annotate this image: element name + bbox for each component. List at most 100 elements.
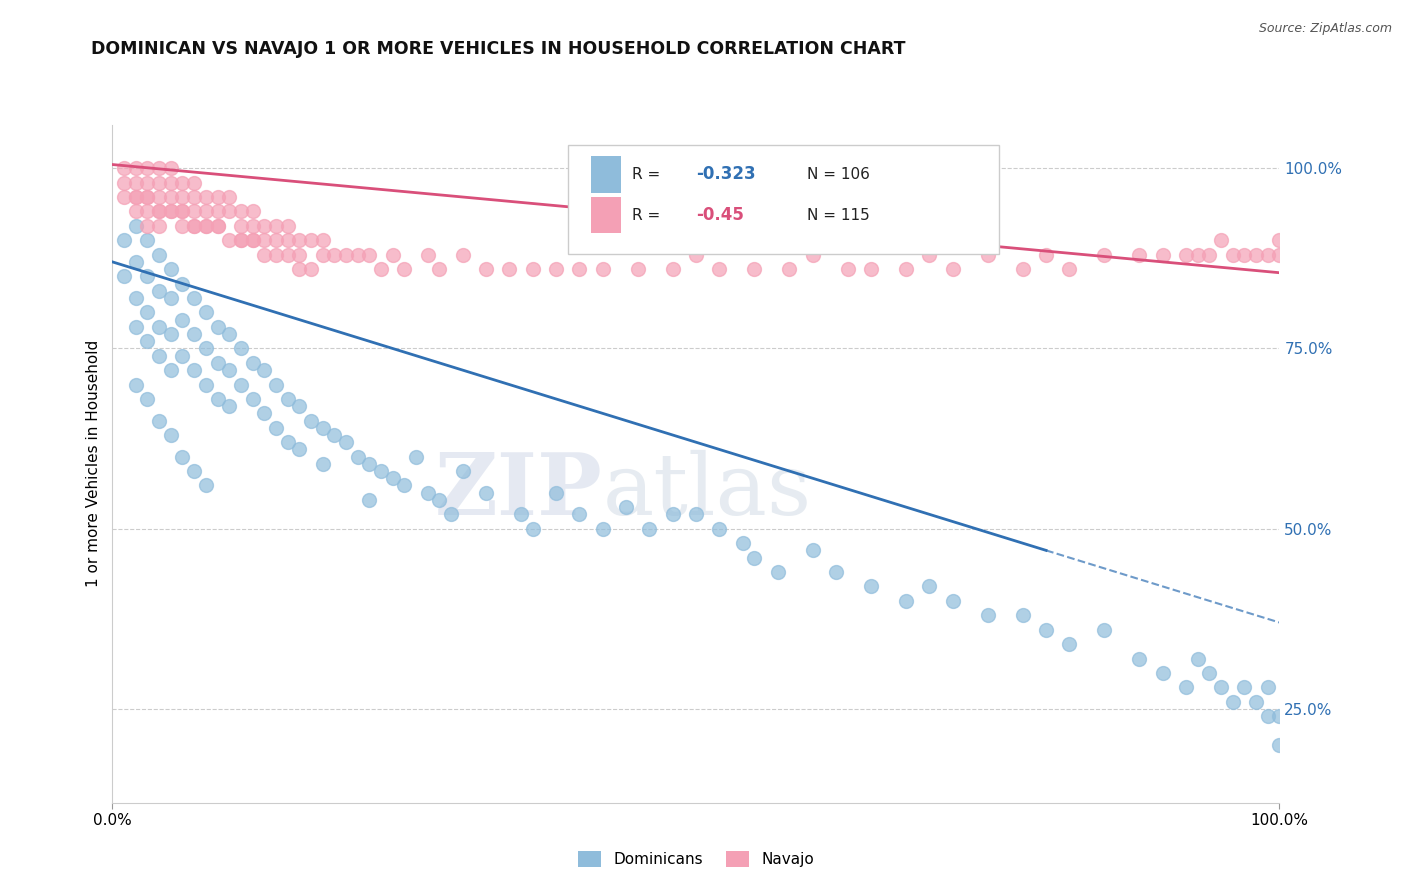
Point bbox=[183, 190, 205, 204]
Point bbox=[451, 464, 474, 478]
Point bbox=[766, 565, 789, 579]
Point bbox=[125, 161, 148, 176]
Point bbox=[614, 500, 637, 515]
Point bbox=[160, 161, 183, 176]
Point bbox=[837, 262, 859, 277]
Point bbox=[229, 377, 252, 392]
Point bbox=[183, 204, 205, 219]
Point bbox=[522, 522, 544, 536]
Point bbox=[172, 312, 194, 326]
Point bbox=[183, 219, 205, 233]
Point bbox=[253, 233, 276, 247]
Point bbox=[685, 248, 707, 262]
Point bbox=[1222, 695, 1244, 709]
Point bbox=[1092, 248, 1115, 262]
Point bbox=[661, 508, 683, 522]
Point bbox=[136, 161, 159, 176]
Point bbox=[509, 508, 531, 522]
Point bbox=[264, 421, 287, 435]
Point bbox=[207, 190, 229, 204]
Point bbox=[299, 413, 322, 427]
FancyBboxPatch shape bbox=[568, 145, 1000, 253]
Point bbox=[194, 204, 217, 219]
Point bbox=[370, 262, 392, 277]
Point bbox=[172, 176, 194, 190]
Point bbox=[136, 219, 159, 233]
Point bbox=[392, 262, 416, 277]
Point bbox=[1244, 248, 1267, 262]
Point bbox=[183, 326, 205, 341]
Point bbox=[416, 485, 439, 500]
Point bbox=[1222, 248, 1244, 262]
Point bbox=[194, 377, 217, 392]
Point bbox=[1011, 608, 1033, 623]
Point bbox=[148, 284, 170, 298]
Point bbox=[427, 492, 450, 507]
Point bbox=[1268, 233, 1291, 247]
Text: atlas: atlas bbox=[603, 450, 811, 533]
Point bbox=[942, 262, 965, 277]
Point bbox=[1035, 623, 1057, 637]
Point bbox=[1035, 248, 1057, 262]
Point bbox=[288, 262, 311, 277]
Point bbox=[218, 233, 240, 247]
Point bbox=[311, 233, 333, 247]
Point bbox=[148, 319, 170, 334]
Point bbox=[160, 176, 183, 190]
Point bbox=[125, 219, 148, 233]
Point bbox=[183, 291, 205, 305]
Point bbox=[264, 248, 287, 262]
Point bbox=[125, 204, 148, 219]
Point bbox=[709, 262, 731, 277]
Point bbox=[381, 248, 404, 262]
Point bbox=[160, 428, 183, 442]
Point bbox=[381, 471, 404, 485]
Point bbox=[172, 277, 194, 291]
Point bbox=[136, 305, 159, 319]
Point bbox=[229, 233, 252, 247]
Point bbox=[242, 233, 264, 247]
Point bbox=[335, 248, 357, 262]
Point bbox=[229, 233, 252, 247]
Point bbox=[405, 450, 427, 464]
Point bbox=[288, 399, 311, 413]
Point bbox=[148, 219, 170, 233]
Point bbox=[1268, 709, 1291, 723]
Point bbox=[183, 464, 205, 478]
Point bbox=[136, 190, 159, 204]
Point bbox=[207, 219, 229, 233]
Point bbox=[229, 219, 252, 233]
Point bbox=[125, 255, 148, 269]
Point bbox=[1187, 248, 1209, 262]
Point bbox=[288, 233, 311, 247]
Point bbox=[1011, 262, 1033, 277]
Point bbox=[112, 190, 135, 204]
Point bbox=[1175, 248, 1198, 262]
Point bbox=[544, 485, 567, 500]
Text: -0.323: -0.323 bbox=[696, 165, 755, 184]
Point bbox=[172, 190, 194, 204]
Point bbox=[299, 262, 322, 277]
Point bbox=[172, 450, 194, 464]
Point bbox=[346, 450, 368, 464]
Point bbox=[112, 233, 135, 247]
Point bbox=[311, 248, 333, 262]
Point bbox=[451, 248, 474, 262]
Point bbox=[976, 248, 998, 262]
Point bbox=[709, 522, 731, 536]
Point bbox=[125, 377, 148, 392]
Point bbox=[894, 594, 917, 608]
Point bbox=[976, 608, 998, 623]
Point bbox=[136, 233, 159, 247]
Point bbox=[427, 262, 450, 277]
Point bbox=[207, 392, 229, 406]
Point bbox=[160, 262, 183, 277]
Point bbox=[592, 262, 614, 277]
Point bbox=[160, 190, 183, 204]
Point bbox=[1059, 637, 1081, 651]
Point bbox=[1152, 248, 1174, 262]
Point bbox=[335, 435, 357, 450]
Point bbox=[218, 204, 240, 219]
Point bbox=[568, 262, 591, 277]
Point bbox=[359, 248, 381, 262]
